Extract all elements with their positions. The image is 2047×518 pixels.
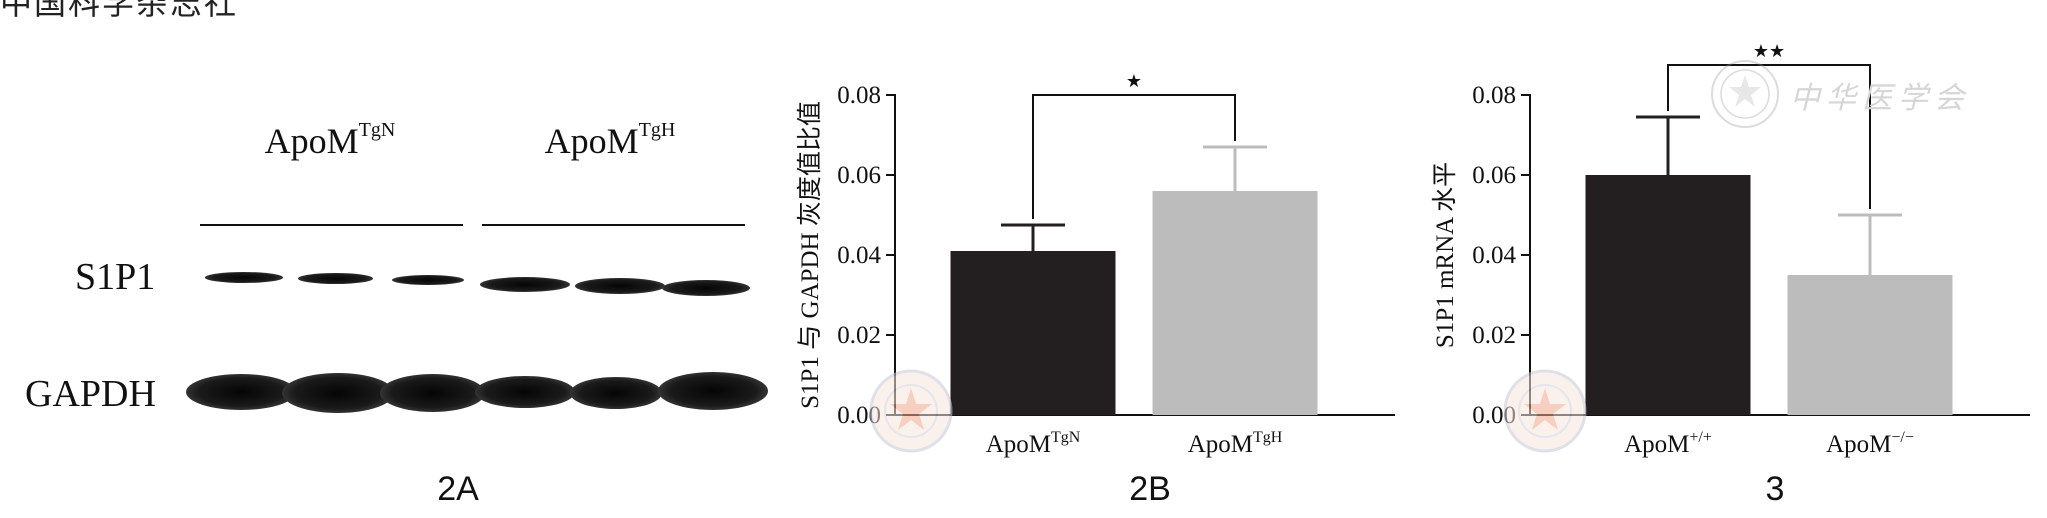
blot-band-gapdh <box>475 376 575 408</box>
x-tick-label: ApoMTgH <box>1188 429 1283 458</box>
blot-group-label-tgn: ApoMTgN <box>264 119 396 162</box>
blot-group-base: ApoM <box>264 121 359 161</box>
y-axis-title: S1P1 与 GAPDH 灰度值比值 <box>796 101 824 409</box>
top-text-fragment: 中国科学杂志社 <box>0 0 239 22</box>
bar <box>950 251 1116 415</box>
panel-label-2a: 2A <box>437 470 479 508</box>
significance-marker: ★★ <box>1753 41 1785 61</box>
blot-band-gapdh <box>570 377 662 409</box>
blot-band-s1p1 <box>205 272 283 283</box>
blot-band-gapdh <box>658 372 768 410</box>
blot-group-underline-tgn <box>200 224 463 226</box>
y-tick-label: 0.04 <box>837 242 881 269</box>
blot-group-sup: TgH <box>638 119 676 141</box>
significance-marker: ★ <box>1126 71 1142 91</box>
x-tick-label: ApoM−/− <box>1826 429 1914 458</box>
y-tick-label: 0.08 <box>837 82 881 109</box>
x-tick-label: ApoM+/+ <box>1624 429 1712 458</box>
blot-group-label-tgh: ApoMTgH <box>544 119 676 162</box>
blot-band-s1p1 <box>480 277 570 292</box>
blot-band-s1p1 <box>298 273 373 284</box>
society-seal-icon <box>869 369 953 453</box>
blot-band-gapdh <box>186 374 296 410</box>
y-tick-label: 0.06 <box>1472 162 1516 189</box>
y-tick-label: 0.02 <box>1472 322 1516 349</box>
society-seal-icon <box>1711 60 1779 128</box>
y-tick-label: 0.04 <box>1472 242 1516 269</box>
y-axis-title: S1P1 mRNA 水平 <box>1431 162 1459 348</box>
blot-group-underline-tgh <box>482 224 745 226</box>
watermark-text: 中华医学会 <box>1790 81 1970 116</box>
y-tick-label: 0.06 <box>837 162 881 189</box>
x-tick-label: ApoMTgN <box>986 429 1081 458</box>
bar <box>1585 175 1751 415</box>
blot-group-base: ApoM <box>544 121 639 161</box>
blot-band-s1p1 <box>662 280 750 296</box>
significance-bracket <box>1667 64 1871 209</box>
blot-band-gapdh <box>282 373 394 413</box>
panel-label-3: 3 <box>1765 470 1785 508</box>
blot-band-gapdh <box>380 374 485 412</box>
blot-band-s1p1 <box>392 275 464 285</box>
bar <box>1152 191 1318 415</box>
blot-band-s1p1 <box>575 278 665 294</box>
y-tick-label: 0.02 <box>837 322 881 349</box>
blot-row-label-s1p1: S1P1 <box>75 256 156 298</box>
society-seal-icon <box>1503 369 1587 453</box>
y-tick-label: 0.08 <box>1472 82 1516 109</box>
blot-group-sup: TgN <box>358 119 396 141</box>
significance-bracket <box>1032 94 1236 219</box>
panel-label-2b: 2B <box>1129 470 1171 508</box>
blot-row-label-gapdh: GAPDH <box>25 373 156 415</box>
bar <box>1787 275 1953 415</box>
